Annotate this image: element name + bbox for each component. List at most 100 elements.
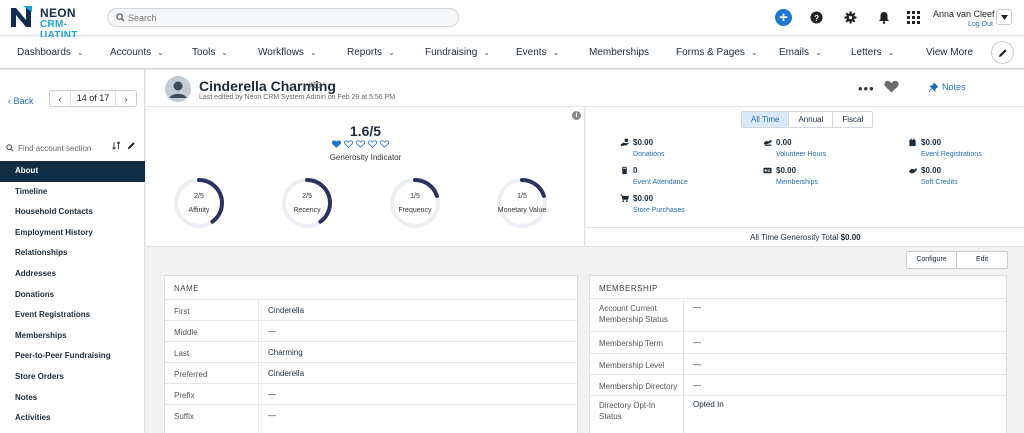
sidebar-item-household-contacts[interactable]: Household Contacts — [15, 207, 93, 217]
nav-events[interactable]: Events ⌄ — [516, 47, 560, 58]
field-label: First — [174, 307, 190, 316]
tab-annual[interactable]: Annual — [789, 112, 834, 127]
notes-button[interactable]: Notes — [929, 82, 966, 92]
sidebar-item-memberships[interactable]: Memberships — [15, 330, 67, 340]
caret-down-icon — [1000, 14, 1008, 20]
stat-link[interactable]: Volunteer Hours — [776, 151, 827, 158]
field-value: — — [693, 360, 701, 369]
prev-record-button[interactable]: ‹ — [58, 93, 62, 104]
stat-event-attendance: 0 Event Attendance — [620, 166, 688, 186]
stat-link[interactable]: Event Registrations — [921, 151, 982, 158]
find-section-field[interactable] — [6, 141, 100, 156]
field-row-preferred: Preferred Cinderella — [165, 362, 577, 383]
pager-text: 14 of 17 — [70, 91, 116, 106]
sidebar-item-addresses[interactable]: Addresses — [15, 268, 56, 278]
more-options-button[interactable]: ••• — [858, 81, 875, 96]
sidebar-item-peer-to-peer-fundraising[interactable]: Peer-to-Peer Fundraising — [15, 351, 111, 361]
sidebar-item-notes[interactable]: Notes — [15, 392, 38, 402]
field-row-membership-directory: Membership Directory — — [590, 374, 1006, 395]
nav-forms-pages[interactable]: Forms & Pages ⌄ — [676, 47, 758, 58]
stat-value: 0 — [633, 166, 638, 175]
quick-add-button[interactable]: + — [775, 9, 792, 26]
neon-crm-logo[interactable]: NEON CRM- UATINT — [8, 4, 103, 41]
gauge-value: 2/5 — [302, 193, 312, 200]
search-icon — [116, 13, 125, 22]
favorite-heart-button[interactable] — [884, 80, 899, 96]
sort-icon[interactable] — [112, 141, 121, 150]
tab-fiscal[interactable]: Fiscal — [842, 115, 864, 124]
stat-link[interactable]: Soft Credits — [921, 179, 958, 186]
gauge-recency: 2/5 Recency — [280, 176, 334, 230]
card-divider — [258, 300, 259, 433]
stat-memberships: $0.00 Memberships — [763, 166, 818, 186]
nav-emails[interactable]: Emails ⌄ — [779, 47, 822, 58]
nav-letters[interactable]: Letters ⌄ — [851, 47, 895, 58]
sidebar-item-event-registrations[interactable]: Event Registrations — [15, 310, 91, 320]
nav-dashboards[interactable]: Dashboards ⌄ — [17, 47, 84, 58]
back-link[interactable]: ‹ Back — [8, 96, 34, 106]
global-search[interactable] — [107, 8, 459, 27]
chevron-down-icon: ⌄ — [388, 48, 395, 57]
nav-fundraising[interactable]: Fundraising ⌄ — [425, 47, 490, 58]
pin-icon — [929, 82, 938, 92]
heart-icon — [884, 80, 899, 93]
chevron-down-icon: ⌄ — [552, 48, 560, 57]
field-value: Cinderella — [268, 369, 305, 378]
sidebar-item-employment-history[interactable]: Employment History — [15, 227, 93, 237]
chevron-down-icon: ⌄ — [750, 48, 758, 57]
field-value: Charming — [268, 348, 303, 357]
sidebar-item-store-orders[interactable]: Store Orders — [15, 371, 64, 381]
stat-volunteer-hours: 0.00 Volunteer Hours — [763, 138, 826, 158]
edit-button[interactable]: Edit — [975, 256, 989, 263]
logout-link[interactable]: Log Out — [968, 21, 993, 28]
stat-link[interactable]: Store Purchases — [633, 207, 685, 214]
sidebar-item-activities[interactable]: Activities — [15, 413, 51, 423]
info-icon[interactable]: i — [572, 111, 581, 120]
tab-all-time[interactable]: All Time — [742, 112, 790, 127]
nav-accounts[interactable]: Accounts ⌄ — [110, 47, 164, 58]
logo-title: NEON — [40, 6, 76, 20]
configure-button[interactable]: Configure — [907, 252, 957, 268]
field-label: Middle — [174, 328, 198, 337]
app-grid-icon[interactable] — [905, 9, 922, 26]
soft-credit-icon — [908, 167, 917, 174]
nav-tools[interactable]: Tools ⌄ — [192, 47, 229, 58]
field-row-middle: Middle — — [165, 320, 577, 341]
next-record-button[interactable]: › — [124, 93, 128, 104]
search-input[interactable] — [128, 10, 448, 25]
account-sidebar: ‹ Back ‹ 14 of 17 › About Timeline Househo… — [0, 70, 145, 433]
field-label: Prefix — [174, 391, 195, 400]
nav-view-more[interactable]: View More — [926, 47, 974, 58]
field-row-account-current-membership-status: Account Current Membership Status — — [590, 298, 1006, 331]
main-nav: Dashboards ⌄ Accounts ⌄ Tools ⌄ Workflows ⌄ … — [0, 37, 1024, 69]
generosity-score: 1.6/5 — [349, 123, 382, 139]
top-bar: NEON CRM- UATINT + ? Anna van Cleef Log … — [0, 0, 1024, 41]
chevron-left-icon: ‹ — [8, 96, 14, 106]
cart-icon — [620, 194, 629, 203]
sidebar-item-donations[interactable]: Donations — [15, 289, 55, 299]
notifications-bell-icon[interactable] — [875, 9, 892, 26]
stat-link[interactable]: Donations — [633, 151, 665, 158]
stat-link[interactable]: Memberships — [776, 179, 819, 186]
stat-link[interactable]: Event Attendance — [633, 179, 688, 186]
nav-memberships[interactable]: Memberships — [589, 47, 650, 58]
user-menu-button[interactable] — [996, 9, 1012, 25]
pencil-icon[interactable] — [127, 141, 136, 150]
generosity-label: Generosity Indicator — [329, 153, 402, 162]
sidebar-item-relationships[interactable]: Relationships — [15, 248, 68, 258]
nav-workflows[interactable]: Workflows ⌄ — [258, 47, 317, 58]
field-label: Directory Opt-In Status — [599, 401, 656, 421]
settings-gear-icon[interactable] — [842, 9, 859, 26]
sidebar-item-about[interactable]: About — [0, 161, 145, 182]
field-row-directory-opt-in-status: Directory Opt-In Status Opted In — [590, 395, 1006, 428]
help-icon[interactable]: ? — [808, 9, 825, 26]
gauge-label: Affinity — [188, 207, 210, 214]
nav-reports[interactable]: Reports ⌄ — [347, 47, 395, 58]
edit-nav-button[interactable] — [991, 41, 1014, 64]
gauge-value: 2/5 — [194, 193, 204, 200]
gauge-arc — [174, 178, 224, 228]
chevron-down-icon: ⌄ — [483, 48, 490, 57]
field-row-suffix: Suffix — — [165, 404, 577, 425]
sidebar-item-timeline[interactable]: Timeline — [15, 186, 48, 196]
find-section-input[interactable] — [18, 141, 100, 156]
